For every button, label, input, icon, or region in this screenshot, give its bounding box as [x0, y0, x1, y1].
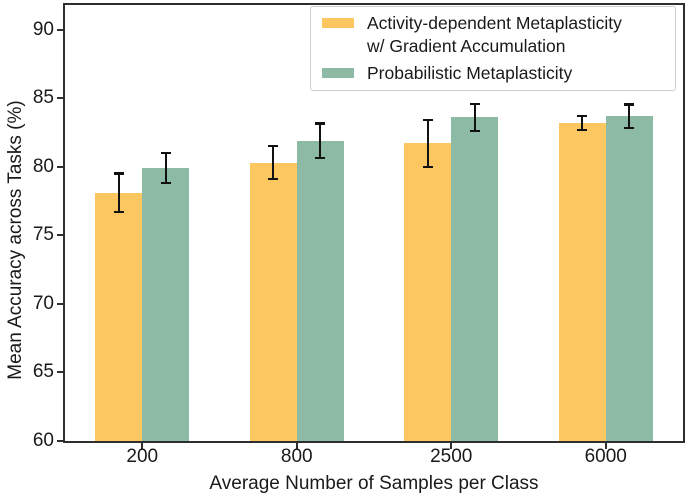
y-tick-label: 75: [32, 224, 54, 246]
error-bar-line: [319, 123, 322, 158]
x-tick-label: 800: [280, 446, 313, 467]
y-tick-mark: [57, 371, 63, 374]
error-bar-line: [473, 103, 476, 132]
error-bar-cap-top: [160, 151, 171, 155]
y-tick-label: 90: [32, 18, 54, 40]
x-tick-mark: [450, 443, 453, 449]
legend-swatch-probabilistic: [322, 68, 354, 78]
y-tick-mark: [57, 440, 63, 442]
error-bar-cap-bottom: [160, 182, 171, 185]
bar-activity-dependent: [95, 192, 143, 441]
legend: Activity-dependent Metaplasticity w/ Gra…: [310, 6, 676, 91]
y-tick-label: 80: [32, 155, 54, 177]
x-tick-label: 6000: [584, 446, 627, 467]
error-bar-cap-bottom: [624, 126, 635, 129]
error-bar-cap-top: [422, 118, 433, 122]
x-tick-mark: [295, 443, 298, 449]
bar-probabilistic: [605, 116, 653, 441]
bar-probabilistic: [296, 140, 344, 441]
x-tick-label: 2500: [430, 446, 473, 467]
legend-label-activity-dependent: Activity-dependent Metaplasticity w/ Gra…: [367, 12, 622, 58]
error-bar-line: [117, 173, 120, 213]
error-bar-cap-top: [624, 103, 635, 106]
error-bar-cap-bottom: [113, 210, 124, 214]
y-tick-label: 70: [32, 292, 54, 314]
bar-activity-dependent: [249, 162, 297, 441]
error-bar-line: [628, 104, 631, 128]
y-axis-label: Mean Accuracy across Tasks (%): [5, 100, 26, 380]
x-tick-label: 200: [126, 446, 159, 467]
legend-label-line1: Probabilistic Metaplasticity: [367, 63, 573, 83]
bar-probabilistic: [142, 168, 190, 441]
x-tick-mark: [604, 443, 607, 449]
error-bar-cap-top: [577, 114, 588, 118]
error-bar-line: [426, 120, 429, 167]
y-tick-mark: [57, 165, 63, 168]
error-bar-line: [164, 153, 167, 184]
x-tick-mark: [141, 443, 144, 449]
legend-item-activity-dependent: Activity-dependent Metaplasticity w/ Gra…: [322, 12, 667, 58]
bar-activity-dependent: [558, 122, 606, 441]
error-bar-cap-bottom: [315, 156, 326, 160]
y-tick-label: 65: [32, 361, 54, 383]
error-bar-cap-bottom: [268, 177, 279, 181]
y-tick-label: 85: [32, 87, 54, 109]
legend-label-line1: Activity-dependent Metaplasticity: [367, 13, 622, 33]
y-tick-label: 60: [32, 430, 54, 451]
y-tick-mark: [57, 97, 63, 100]
error-bar-cap-bottom: [577, 128, 588, 131]
bar-activity-dependent: [404, 143, 452, 441]
legend-swatch-activity-dependent: [322, 18, 354, 28]
error-bar-line: [272, 146, 275, 180]
legend-label-line2: w/ Gradient Accumulation: [367, 36, 566, 56]
y-tick-mark: [57, 302, 63, 305]
error-bar-cap-top: [113, 172, 124, 175]
error-bar-line: [581, 116, 584, 130]
plot-area: [63, 3, 685, 443]
x-axis-label: Average Number of Samples per Class: [209, 473, 539, 494]
bar-probabilistic: [451, 117, 499, 441]
error-bar-cap-bottom: [422, 165, 433, 168]
error-bar-cap-top: [469, 102, 480, 105]
legend-item-probabilistic: Probabilistic Metaplasticity: [322, 62, 667, 85]
error-bar-cap-top: [315, 122, 326, 125]
error-bar-cap-bottom: [469, 129, 480, 133]
y-tick-mark: [57, 28, 63, 31]
error-bar-cap-top: [268, 145, 279, 148]
y-tick-mark: [57, 234, 63, 237]
legend-label-probabilistic: Probabilistic Metaplasticity: [367, 62, 572, 85]
